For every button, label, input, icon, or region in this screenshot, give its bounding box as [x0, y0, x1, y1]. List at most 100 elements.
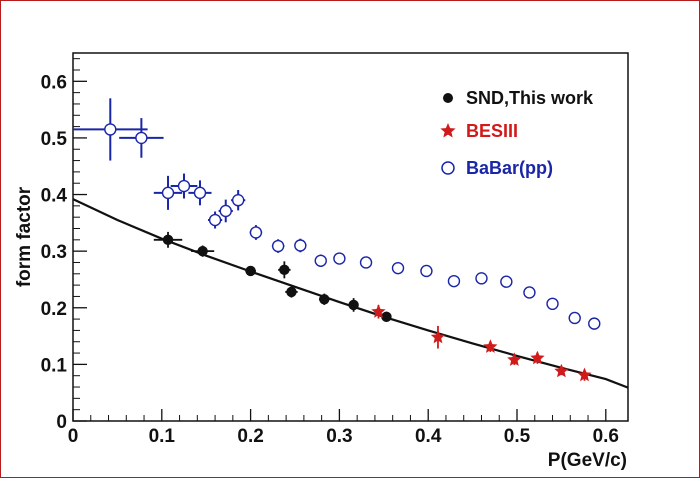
marker: [554, 363, 569, 378]
marker: [294, 239, 307, 252]
marker: [430, 329, 446, 344]
babar-point: [500, 275, 513, 288]
marker: [475, 272, 488, 285]
y-tick-label: 0.2: [41, 299, 67, 320]
babar-point: [523, 286, 536, 299]
y-tick-label: 0.6: [41, 72, 67, 93]
besiii-point: [483, 339, 498, 353]
marker: [279, 264, 290, 276]
babar-point: [207, 211, 223, 229]
y-tick-label: 0.5: [41, 129, 68, 150]
marker: [530, 350, 545, 365]
marker: [135, 131, 148, 145]
marker: [245, 265, 256, 277]
snd-point: [285, 286, 298, 298]
marker: [319, 294, 330, 305]
marker: [333, 252, 346, 265]
marker: [546, 297, 559, 311]
marker: [523, 286, 536, 299]
x-tick-label: 0.4: [415, 426, 442, 447]
besiii-point: [554, 363, 569, 378]
besiii-point: [577, 367, 592, 382]
legend-marker-besiii: [440, 123, 456, 138]
y-tick-label: 0: [56, 412, 67, 433]
marker: [162, 234, 174, 246]
babar-point: [188, 180, 212, 206]
marker: [568, 311, 581, 325]
x-tick-label: 0.2: [237, 426, 263, 447]
marker: [483, 339, 498, 353]
marker: [391, 261, 405, 275]
snd-point: [348, 298, 359, 312]
x-tick-label: 0.6: [593, 426, 619, 447]
legend-star-shape: [440, 123, 456, 138]
snd-point: [153, 231, 183, 248]
fit-curve: [72, 198, 629, 389]
babar-point: [391, 261, 405, 275]
fit-line: [72, 198, 629, 389]
marker: [193, 186, 207, 200]
besiii-point: [507, 352, 522, 366]
babar-point: [588, 317, 601, 330]
legend: SND,This work BESIII BaBar(pp): [440, 88, 594, 178]
marker: [249, 226, 263, 239]
babar-point: [119, 118, 164, 158]
babar-point: [568, 311, 581, 325]
x-axis-title: P(GeV/c): [548, 450, 627, 471]
x-tick-label: 0: [68, 426, 79, 447]
babar-point: [314, 254, 327, 268]
besiii-point: [430, 325, 446, 349]
marker: [420, 264, 433, 278]
marker: [507, 352, 522, 366]
plot-frame: [72, 52, 629, 422]
snd-point: [278, 261, 291, 279]
marker: [500, 275, 513, 288]
y-tick-label: 0.1: [41, 355, 68, 376]
x-tick-label: 0.5: [504, 426, 531, 447]
babar-point: [333, 252, 346, 265]
marker: [577, 367, 592, 382]
marker: [231, 193, 245, 207]
legend-label-besiii: BESIII: [466, 121, 518, 141]
babar-point: [73, 98, 148, 161]
x-tick-label: 0.3: [326, 426, 352, 447]
marker: [371, 304, 386, 318]
babar-point: [420, 264, 433, 278]
marker: [161, 186, 175, 200]
snd-point: [318, 293, 330, 305]
marker: [219, 204, 232, 218]
x-tick-label: 0.1: [149, 426, 176, 447]
marker: [197, 245, 208, 257]
marker: [314, 254, 327, 267]
besiii-point: [371, 304, 386, 319]
snd-point: [245, 265, 256, 277]
marker: [286, 286, 297, 298]
legend-label-babar: BaBar(pp): [466, 158, 553, 178]
marker: [447, 274, 461, 288]
babar-point: [447, 274, 461, 288]
snd-point: [191, 245, 215, 257]
axis-ticks: 0 0.1 0.2 0.3 0.4 0.5 0.6 0 0.1 0.2 0.3 0.4 0.5 0.6: [41, 58, 619, 447]
babar-point: [249, 225, 263, 240]
babar-point: [294, 238, 307, 253]
babar-point: [218, 199, 233, 223]
y-tick-label: 0.4: [41, 186, 68, 207]
legend-marker-babar: [441, 161, 455, 175]
marker: [381, 311, 392, 323]
marker: [208, 213, 222, 227]
snd-point: [381, 311, 392, 323]
y-tick-label: 0.3: [41, 242, 67, 263]
marker: [177, 179, 191, 193]
babar-point: [359, 256, 373, 269]
legend-label-snd: SND,This work: [466, 88, 594, 108]
babar-point: [271, 239, 285, 253]
babar-point: [170, 173, 198, 199]
marker: [104, 123, 117, 136]
babar-point: [546, 297, 559, 311]
y-axis-title: form factor: [14, 186, 35, 287]
marker: [271, 239, 285, 253]
babar-point: [231, 190, 246, 211]
legend-marker-snd: [443, 93, 453, 103]
babar-point: [153, 175, 183, 210]
